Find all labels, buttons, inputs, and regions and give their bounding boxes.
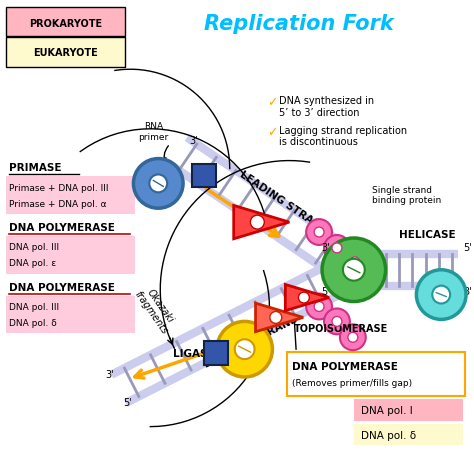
Text: Primase + DNA pol. III: Primase + DNA pol. III (9, 184, 109, 193)
Circle shape (343, 259, 365, 281)
Text: 5': 5' (193, 169, 202, 180)
Bar (6, 37, 126, 67)
Text: 3': 3' (463, 287, 472, 297)
Text: TOPOISOMERASE: TOPOISOMERASE (294, 324, 389, 334)
Circle shape (235, 339, 255, 359)
Bar (354, 424, 463, 446)
Text: LEADING STRAND: LEADING STRAND (238, 169, 329, 236)
Circle shape (324, 235, 350, 261)
Text: EUKARYOTE: EUKARYOTE (34, 48, 98, 58)
Bar (204, 341, 228, 365)
Circle shape (250, 215, 264, 229)
Text: Single strand
binding protein: Single strand binding protein (372, 186, 441, 205)
Polygon shape (234, 205, 289, 239)
Polygon shape (285, 284, 329, 310)
Text: 3': 3' (105, 370, 114, 380)
Text: HELICASE: HELICASE (399, 230, 455, 240)
Text: ✓: ✓ (267, 96, 278, 109)
Bar (6, 176, 136, 214)
Circle shape (217, 321, 273, 377)
Circle shape (314, 227, 324, 237)
Text: Primase + DNA pol. α: Primase + DNA pol. α (9, 200, 107, 209)
Circle shape (332, 317, 342, 327)
Polygon shape (255, 303, 303, 332)
Text: DNA synthesized in
5’ to 3’ direction: DNA synthesized in 5’ to 3’ direction (279, 96, 374, 118)
Bar (354, 399, 463, 420)
Text: DNA POLYMERASE: DNA POLYMERASE (292, 362, 398, 372)
Circle shape (342, 249, 368, 275)
Circle shape (348, 332, 358, 342)
Text: 3': 3' (190, 136, 198, 146)
Text: 5': 5' (322, 287, 330, 297)
Text: PROKARYOTE: PROKARYOTE (29, 18, 102, 28)
Bar (6, 7, 126, 36)
Circle shape (350, 257, 360, 267)
Circle shape (270, 311, 282, 323)
Bar (6, 296, 136, 333)
Text: 3': 3' (322, 243, 330, 253)
Circle shape (324, 309, 350, 334)
Circle shape (340, 324, 366, 350)
Text: DNA pol. δ: DNA pol. δ (9, 319, 57, 328)
Text: DNA pol. ε: DNA pol. ε (9, 259, 56, 268)
Circle shape (432, 286, 450, 303)
Circle shape (306, 219, 332, 245)
Bar (192, 164, 216, 187)
Text: Replication Fork: Replication Fork (204, 14, 394, 34)
Text: (Removes primer/fills gap): (Removes primer/fills gap) (292, 379, 412, 388)
Text: DNA pol. III: DNA pol. III (9, 303, 59, 312)
Text: ✓: ✓ (267, 126, 278, 139)
Circle shape (306, 293, 332, 319)
Text: DNA pol. I: DNA pol. I (361, 406, 412, 416)
Text: DNA POLYMERASE: DNA POLYMERASE (9, 283, 115, 292)
Text: LAGGING STRAND: LAGGING STRAND (202, 313, 300, 369)
Text: Okazaki
fragments: Okazaki fragments (132, 283, 179, 336)
Bar (6, 236, 136, 273)
Circle shape (299, 292, 310, 303)
Text: DNA pol. III: DNA pol. III (9, 244, 59, 253)
Text: DNA pol. δ: DNA pol. δ (361, 430, 416, 440)
Text: Lagging strand replication
is discontinuous: Lagging strand replication is discontinu… (279, 126, 408, 147)
Text: LIGASE: LIGASE (173, 349, 215, 359)
Circle shape (149, 174, 167, 192)
Text: 5': 5' (463, 243, 472, 253)
Text: RNA
primer: RNA primer (138, 122, 168, 142)
Text: DNA POLYMERASE: DNA POLYMERASE (9, 223, 115, 233)
Text: PRIMASE: PRIMASE (9, 164, 62, 173)
Circle shape (416, 270, 466, 319)
Text: 5': 5' (124, 398, 132, 408)
Circle shape (332, 243, 342, 253)
Circle shape (134, 159, 183, 208)
Circle shape (322, 238, 386, 301)
Circle shape (314, 301, 324, 311)
FancyBboxPatch shape (287, 352, 465, 396)
